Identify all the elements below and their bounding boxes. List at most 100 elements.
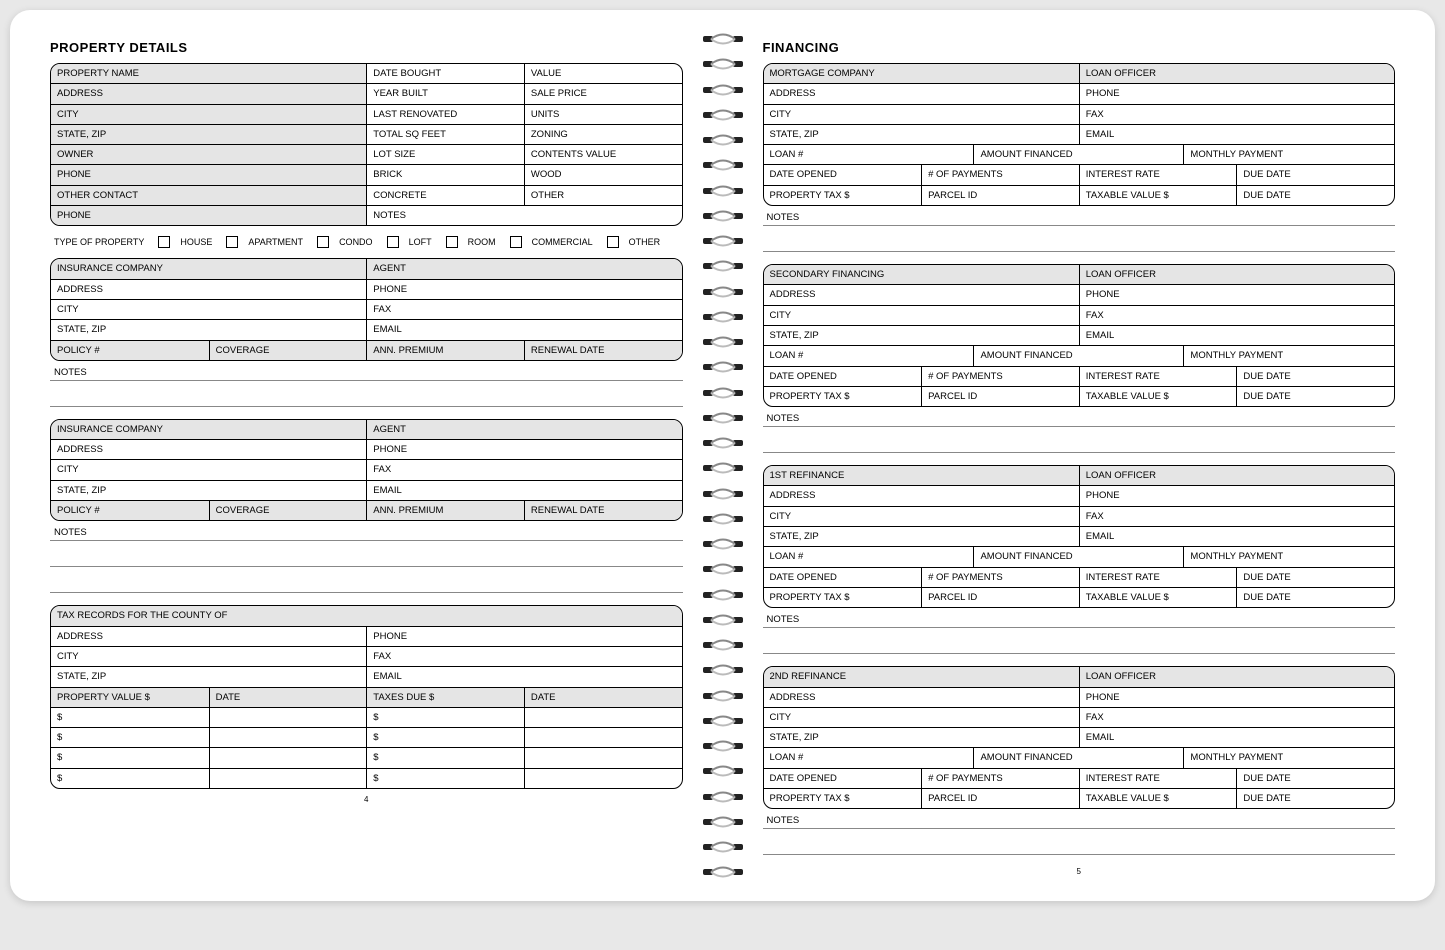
label-apartment: APARTMENT <box>248 237 303 247</box>
label-commercial: COMMERCIAL <box>532 237 593 247</box>
checkbox-other[interactable] <box>607 236 619 248</box>
label-due-date: DUE DATE <box>1236 769 1394 788</box>
label-num-payments: # OF PAYMENTS <box>921 769 1079 788</box>
notes-line: NOTES <box>50 365 683 381</box>
notes-blank <box>763 238 1396 252</box>
label-interest-rate: INTEREST RATE <box>1079 367 1237 386</box>
label-num-payments: # OF PAYMENTS <box>921 568 1079 587</box>
property-details-block: PROPERTY NAME DATE BOUGHT VALUE ADDRESS … <box>50 63 683 226</box>
label-premium: ANN. PREMIUM <box>366 341 524 360</box>
label-amount-financed: AMOUNT FINANCED <box>973 748 1183 767</box>
label-fin-fax: FAX <box>1079 306 1394 325</box>
label-fin-city: CITY <box>764 507 1079 526</box>
label-value: VALUE <box>524 64 682 83</box>
label-other: OTHER <box>524 186 682 205</box>
label-taxable-value: TAXABLE VALUE $ <box>1079 789 1237 808</box>
label-ins-phone: PHONE <box>366 280 681 299</box>
label-fin-phone: PHONE <box>1079 688 1394 707</box>
label-prop-tax: PROPERTY TAX $ <box>764 186 922 205</box>
label-monthly-payment: MONTHLY PAYMENT <box>1183 145 1393 164</box>
label-last-renovated: LAST RENOVATED <box>366 105 524 124</box>
label-ins-fax: FAX <box>366 300 681 319</box>
label-loan-num: LOAN # <box>764 346 974 365</box>
checkbox-loft[interactable] <box>387 236 399 248</box>
label-fin-phone: PHONE <box>1079 84 1394 103</box>
label-owner: OWNER <box>51 145 366 164</box>
label-company: 2ND REFINANCE <box>764 667 1079 686</box>
label-fin-address: ADDRESS <box>764 285 1079 304</box>
label-parcel-id: PARCEL ID <box>921 789 1079 808</box>
page-title-right: FINANCING <box>763 40 1396 55</box>
label-prop-tax: PROPERTY TAX $ <box>764 387 922 406</box>
label-fin-address: ADDRESS <box>764 486 1079 505</box>
label-loan-num: LOAN # <box>764 748 974 767</box>
label-monthly-payment: MONTHLY PAYMENT <box>1183 346 1393 365</box>
label-zoning: ZONING <box>524 125 682 144</box>
blank-cell <box>209 708 367 727</box>
checkbox-room[interactable] <box>446 236 458 248</box>
label-fin-statezip: STATE, ZIP <box>764 728 1079 747</box>
label-policy: POLICY # <box>51 341 209 360</box>
financing-block: SECONDARY FINANCINGLOAN OFFICER ADDRESS P… <box>763 264 1396 407</box>
label-fin-phone: PHONE <box>1079 486 1394 505</box>
label-tax-city: CITY <box>51 647 366 666</box>
notes-blank-2 <box>50 553 683 567</box>
label-fin-email: EMAIL <box>1079 326 1394 345</box>
label-tax-county: TAX RECORDS FOR THE COUNTY OF <box>51 606 682 625</box>
label-loan-officer: LOAN OFFICER <box>1079 466 1394 485</box>
label-ins-email: EMAIL <box>366 320 681 339</box>
label-agent: AGENT <box>366 259 681 278</box>
notes-line: NOTES <box>763 813 1396 829</box>
label-fin-email: EMAIL <box>1079 728 1394 747</box>
label-taxable-value: TAXABLE VALUE $ <box>1079 186 1237 205</box>
label-agent-2: AGENT <box>366 420 681 439</box>
dollar-cell: $ <box>366 728 524 747</box>
label-premium-2: ANN. PREMIUM <box>366 501 524 520</box>
blank-cell <box>209 769 367 788</box>
checkbox-apartment[interactable] <box>226 236 238 248</box>
label-total-sqft: TOTAL SQ FEET <box>366 125 524 144</box>
dollar-cell: $ <box>366 769 524 788</box>
label-date-opened: DATE OPENED <box>764 769 922 788</box>
label-property-name: PROPERTY NAME <box>51 64 366 83</box>
label-interest-rate: INTEREST RATE <box>1079 165 1237 184</box>
label-fin-statezip: STATE, ZIP <box>764 527 1079 546</box>
label-taxable-value: TAXABLE VALUE $ <box>1079 387 1237 406</box>
label-phone-2: PHONE <box>51 206 366 225</box>
notes-blank-2b <box>50 579 683 593</box>
label-tax-date-2: DATE <box>524 688 682 707</box>
blank-cell <box>524 748 682 767</box>
label-monthly-payment: MONTHLY PAYMENT <box>1183 547 1393 566</box>
label-tax-date: DATE <box>209 688 367 707</box>
label-num-payments: # OF PAYMENTS <box>921 367 1079 386</box>
label-ins-statezip-2: STATE, ZIP <box>51 481 366 500</box>
checkbox-house[interactable] <box>158 236 170 248</box>
label-amount-financed: AMOUNT FINANCED <box>973 145 1183 164</box>
notes-line: NOTES <box>763 411 1396 427</box>
dollar-cell: $ <box>51 728 209 747</box>
insurance-block-1: INSURANCE COMPANYAGENT ADDRESSPHONE CITY… <box>50 258 683 360</box>
checkbox-condo[interactable] <box>317 236 329 248</box>
label-loft: LOFT <box>409 237 432 247</box>
blank-cell <box>524 769 682 788</box>
dollar-cell: $ <box>366 708 524 727</box>
label-renewal-2: RENEWAL DATE <box>524 501 682 520</box>
checkbox-commercial[interactable] <box>510 236 522 248</box>
label-company: SECONDARY FINANCING <box>764 265 1079 284</box>
label-due-date-2: DUE DATE <box>1236 588 1394 607</box>
label-loan-officer: LOAN OFFICER <box>1079 667 1394 686</box>
label-house: HOUSE <box>180 237 212 247</box>
label-policy-2: POLICY # <box>51 501 209 520</box>
label-tax-email: EMAIL <box>366 667 681 686</box>
dollar-cell: $ <box>366 748 524 767</box>
page-number-right: 5 <box>763 867 1396 876</box>
label-contents-value: CONTENTS VALUE <box>524 145 682 164</box>
label-tax-address: ADDRESS <box>51 627 366 646</box>
label-loan-officer: LOAN OFFICER <box>1079 265 1394 284</box>
label-ins-company-2: INSURANCE COMPANY <box>51 420 366 439</box>
page-right: FINANCING MORTGAGE COMPANYLOAN OFFICER A… <box>723 10 1436 901</box>
label-amount-financed: AMOUNT FINANCED <box>973 547 1183 566</box>
label-fin-address: ADDRESS <box>764 688 1079 707</box>
blank-cell <box>209 728 367 747</box>
page-left: PROPERTY DETAILS PROPERTY NAME DATE BOUG… <box>10 10 723 901</box>
